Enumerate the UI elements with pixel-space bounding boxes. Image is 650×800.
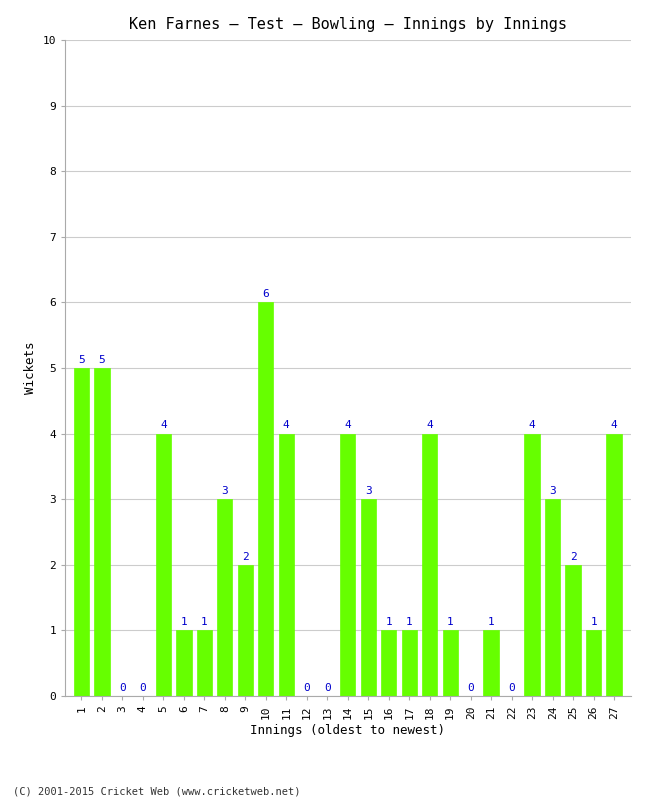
Text: 0: 0 [508,682,515,693]
Text: 3: 3 [365,486,372,496]
Text: 2: 2 [570,551,577,562]
Text: 2: 2 [242,551,249,562]
Title: Ken Farnes – Test – Bowling – Innings by Innings: Ken Farnes – Test – Bowling – Innings by… [129,17,567,32]
Text: 4: 4 [529,420,536,430]
Bar [340,434,356,696]
Bar [586,630,601,696]
Bar [402,630,417,696]
Text: 1: 1 [406,617,413,627]
Bar [258,302,274,696]
Text: 4: 4 [611,420,618,430]
Text: 0: 0 [140,682,146,693]
Text: 3: 3 [549,486,556,496]
Text: (C) 2001-2015 Cricket Web (www.cricketweb.net): (C) 2001-2015 Cricket Web (www.cricketwe… [13,786,300,796]
Text: 4: 4 [283,420,290,430]
Bar [217,499,233,696]
X-axis label: Innings (oldest to newest): Innings (oldest to newest) [250,724,445,737]
Text: 0: 0 [304,682,310,693]
Text: 0: 0 [467,682,474,693]
Text: 6: 6 [263,289,269,299]
Bar [238,565,253,696]
Text: 4: 4 [160,420,166,430]
Bar [94,368,110,696]
Text: 1: 1 [447,617,454,627]
Bar [606,434,622,696]
Text: 1: 1 [590,617,597,627]
Text: 5: 5 [78,354,84,365]
Text: 0: 0 [324,682,331,693]
Bar [381,630,396,696]
Bar [73,368,89,696]
Bar [525,434,540,696]
Text: 5: 5 [99,354,105,365]
Bar [545,499,560,696]
Text: 3: 3 [222,486,228,496]
Bar [443,630,458,696]
Bar [422,434,437,696]
Bar [484,630,499,696]
Y-axis label: Wickets: Wickets [24,342,37,394]
Text: 0: 0 [119,682,125,693]
Bar [279,434,294,696]
Bar [176,630,192,696]
Text: 1: 1 [488,617,495,627]
Text: 4: 4 [344,420,351,430]
Bar [155,434,171,696]
Bar [197,630,212,696]
Text: 1: 1 [181,617,187,627]
Text: 1: 1 [385,617,392,627]
Bar [566,565,581,696]
Bar [361,499,376,696]
Text: 4: 4 [426,420,433,430]
Text: 1: 1 [201,617,208,627]
